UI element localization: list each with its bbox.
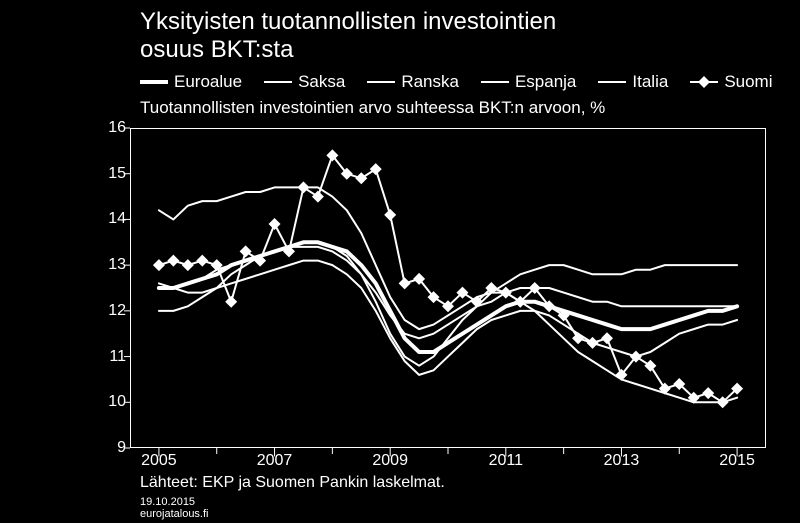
legend: Euroalue Saksa Ranska Espanja Italia Suomi: [140, 72, 773, 92]
legend-swatch-italia: [598, 75, 626, 89]
legend-item-saksa: Saksa: [264, 72, 345, 92]
legend-swatch-saksa: [264, 75, 292, 89]
series-euroalue: [159, 242, 737, 352]
series-italia: [159, 261, 737, 375]
y-tick-label: 14: [108, 210, 126, 228]
y-tick-label: 15: [108, 165, 126, 183]
legend-swatch-euroalue: [140, 75, 168, 89]
y-tick-label: 12: [108, 302, 126, 320]
marker-suomi: [399, 277, 411, 289]
legend-swatch-suomi: [690, 75, 718, 89]
legend-item-italia: Italia: [598, 72, 668, 92]
legend-label-espanja: Espanja: [515, 72, 576, 92]
y-tick-label: 11: [109, 348, 126, 366]
title-line-1: Yksityisten tuotannollisten investointie…: [140, 8, 556, 35]
x-tick-label: 2009: [372, 452, 408, 470]
legend-label-ranska: Ranska: [401, 72, 459, 92]
marker-suomi: [572, 332, 584, 344]
legend-swatch-espanja: [481, 75, 509, 89]
y-tick-label: 16: [108, 119, 126, 137]
x-tick-label: 2011: [489, 452, 523, 470]
legend-item-ranska: Ranska: [367, 72, 459, 92]
x-tick-label: 2007: [257, 452, 293, 470]
source-text: Lähteet: EKP ja Suomen Pankin laskelmat.: [140, 474, 445, 492]
legend-label-suomi: Suomi: [724, 72, 772, 92]
series-ranska: [159, 247, 737, 338]
marker-suomi: [500, 287, 512, 299]
marker-suomi: [153, 259, 165, 271]
title-line-2: osuus BKT:sta: [140, 36, 293, 63]
x-tick-label: 2005: [141, 452, 177, 470]
marker-suomi: [312, 191, 324, 203]
x-tick-label: 2013: [604, 452, 640, 470]
marker-suomi: [601, 332, 613, 344]
marker-suomi: [182, 259, 194, 271]
marker-suomi: [167, 255, 179, 267]
y-tick-label: 13: [108, 256, 126, 274]
marker-suomi: [269, 218, 281, 230]
footer: 19.10.2015 eurojatalous.fi: [140, 496, 209, 520]
x-axis: 2005 2007 2009 2011 2013 2015: [130, 452, 766, 472]
legend-item-suomi: Suomi: [690, 72, 772, 92]
legend-item-espanja: Espanja: [481, 72, 576, 92]
marker-suomi: [297, 181, 309, 193]
legend-swatch-ranska: [367, 75, 395, 89]
footer-date: 19.10.2015: [140, 496, 195, 508]
legend-label-italia: Italia: [632, 72, 668, 92]
chart-title: Yksityisten tuotannollisten investointie…: [140, 8, 556, 63]
legend-label-euroalue: Euroalue: [174, 72, 242, 92]
legend-label-saksa: Saksa: [298, 72, 345, 92]
legend-item-euroalue: Euroalue: [140, 72, 242, 92]
chart-root: Yksityisten tuotannollisten investointie…: [0, 0, 800, 523]
marker-suomi: [355, 172, 367, 184]
marker-suomi: [370, 163, 382, 175]
marker-suomi: [384, 209, 396, 221]
marker-suomi: [240, 245, 252, 257]
marker-suomi: [644, 360, 656, 372]
plot-area: [130, 128, 766, 448]
marker-suomi: [225, 296, 237, 308]
y-tick-label: 10: [108, 393, 126, 411]
plot-svg: [130, 128, 766, 448]
y-axis: 910111213141516: [96, 128, 126, 448]
marker-suomi: [587, 337, 599, 349]
footer-site: eurojatalous.fi: [140, 508, 209, 520]
marker-suomi: [196, 255, 208, 267]
x-tick-label: 2015: [719, 452, 755, 470]
chart-subtitle: Tuotannollisten investointien arvo suhte…: [140, 98, 605, 118]
marker-suomi: [702, 387, 714, 399]
